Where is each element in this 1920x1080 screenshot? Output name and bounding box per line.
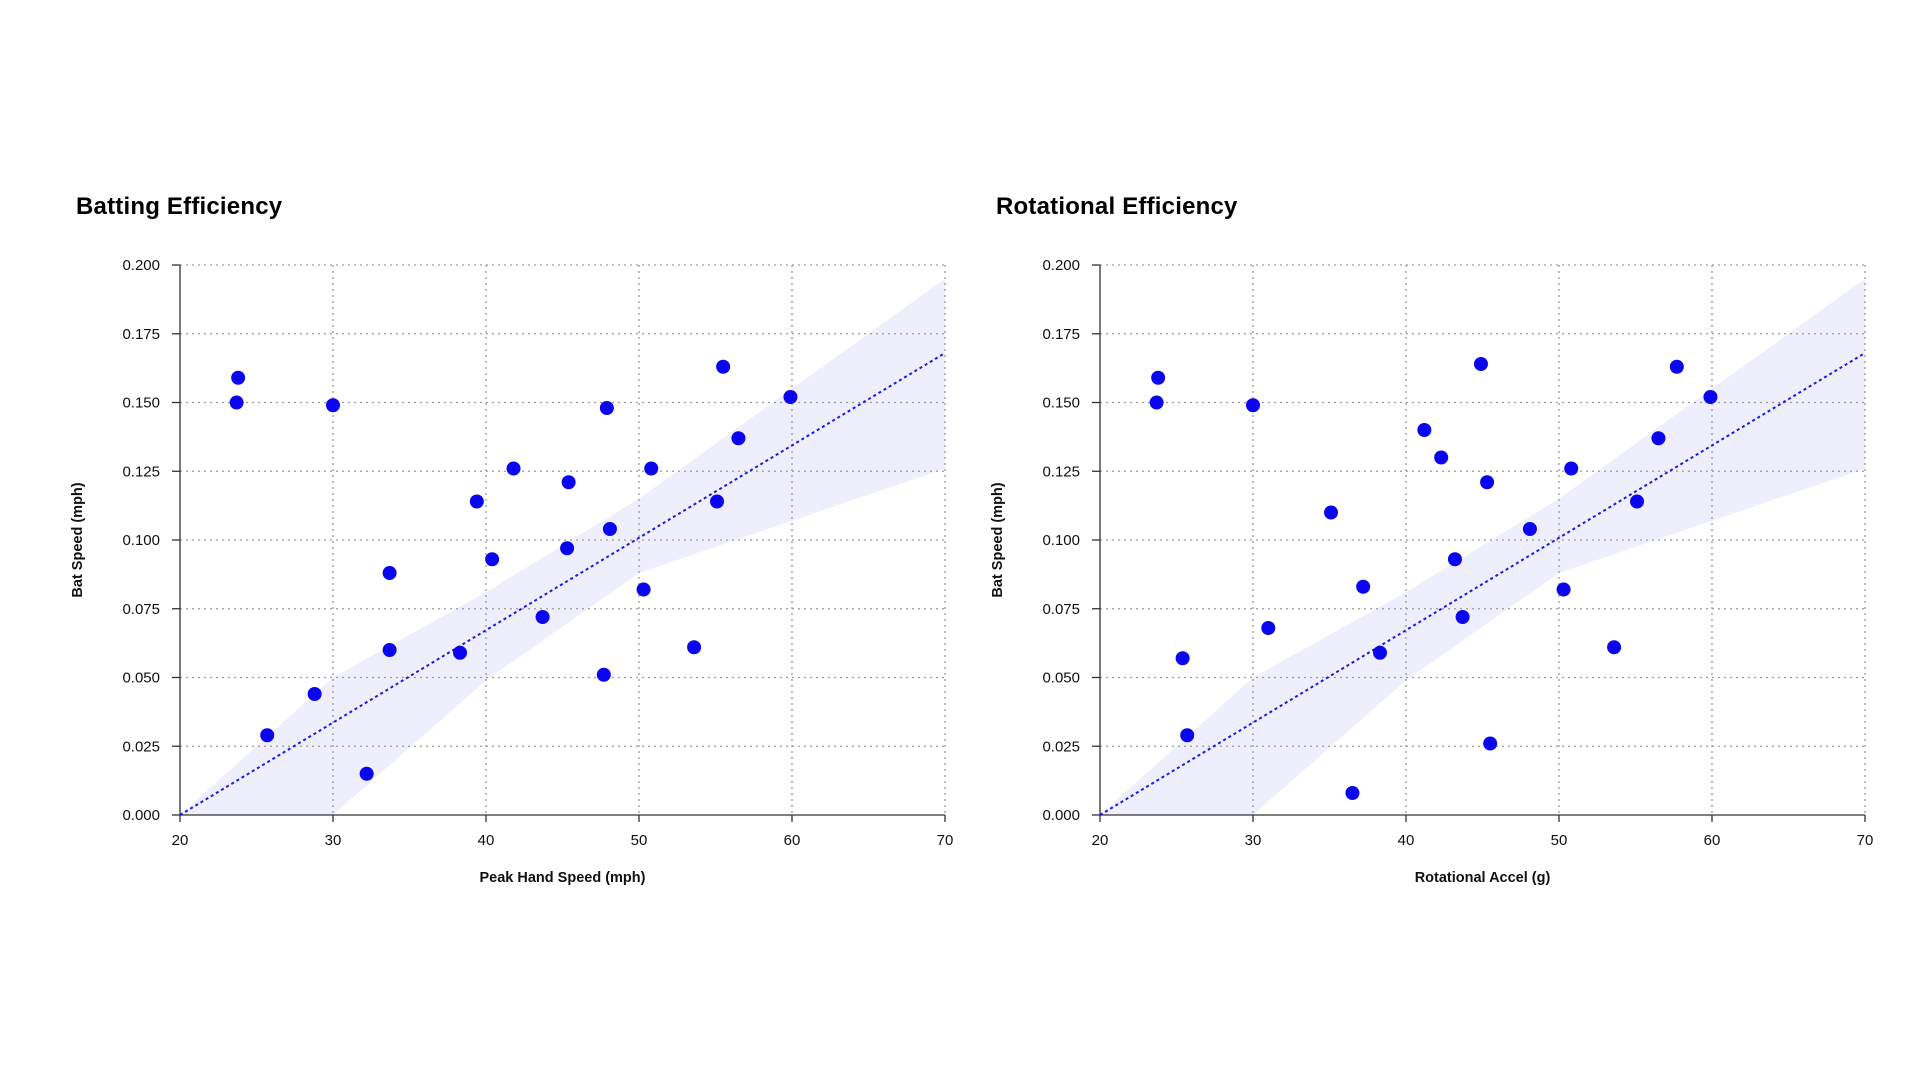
x-tick-label: 60: [1704, 832, 1721, 849]
data-point: [1151, 370, 1166, 385]
x-tick-label: 70: [1857, 832, 1874, 849]
data-point: [731, 431, 746, 446]
x-tick-label: 30: [325, 832, 342, 849]
rotational-efficiency-plot: 20 30 40 50 60 70 0.000 0.025 0.050 0.075 0.100 0.1…: [990, 257, 1874, 886]
data-point: [560, 541, 575, 556]
x-tick-label: 30: [1245, 832, 1262, 849]
y-tick-label: 0.200: [122, 257, 160, 274]
x-tick-label: 20: [172, 832, 189, 849]
confidence-band: [1100, 278, 1865, 815]
data-point: [229, 395, 244, 410]
data-point: [1246, 398, 1260, 413]
x-axis-label: Rotational Accel (g): [1415, 870, 1551, 886]
data-point: [1669, 359, 1684, 374]
data-point: [1607, 640, 1622, 655]
data-point: [710, 494, 725, 509]
data-point: [599, 401, 614, 415]
x-tick-label: 40: [1398, 832, 1415, 849]
y-tick-label: 0.150: [122, 395, 160, 412]
data-point: [1180, 728, 1195, 743]
data-point: [783, 390, 798, 404]
x-tick-label: 70: [937, 832, 954, 849]
data-point: [561, 475, 576, 490]
y-tick-label: 0.075: [1042, 601, 1080, 618]
data-point: [485, 552, 500, 567]
batting-efficiency-panel: Batting Efficiency 20 30 40 50 60 70 0.000 0.02…: [70, 180, 970, 900]
y-tick-label: 0.150: [1042, 395, 1080, 412]
data-point: [636, 582, 651, 597]
chart-title: Batting Efficiency: [76, 193, 283, 220]
y-tick-label: 0.025: [1042, 738, 1080, 755]
data-point: [1417, 423, 1432, 437]
rotational-efficiency-panel: Rotational Efficiency 20 30 40 50 60 70 0.000 0…: [990, 180, 1890, 900]
data-point: [452, 645, 467, 660]
data-point: [1564, 461, 1579, 476]
data-point: [469, 494, 484, 509]
chart-title: Rotational Efficiency: [996, 193, 1238, 220]
y-tick-label: 0.200: [1042, 257, 1080, 274]
data-point: [1483, 736, 1498, 751]
data-point: [1345, 786, 1360, 800]
data-point: [326, 398, 340, 413]
regression-line: [179, 352, 946, 816]
data-point: [1480, 475, 1495, 490]
data-point: [1556, 582, 1571, 597]
y-tick-label: 0.175: [1042, 326, 1080, 343]
y-axis-label: Bat Speed (mph): [990, 482, 1006, 597]
data-point: [535, 610, 550, 624]
x-axis-label: Peak Hand Speed (mph): [480, 870, 646, 886]
y-tick-label: 0.075: [122, 601, 160, 618]
y-tick-label: 0.025: [122, 738, 160, 755]
data-point: [382, 643, 397, 657]
data-point: [382, 566, 397, 580]
data-point: [1703, 390, 1718, 404]
data-point: [359, 766, 374, 781]
y-tick-label: 0.125: [1042, 463, 1080, 480]
data-point: [716, 359, 731, 374]
data-point: [1261, 621, 1276, 635]
data-point: [1455, 610, 1470, 624]
data-point: [602, 522, 617, 536]
data-point: [307, 687, 322, 701]
y-tick-label: 0.100: [122, 532, 160, 549]
data-point: [687, 640, 702, 655]
data-point: [1175, 651, 1190, 666]
x-tick-label: 20: [1092, 832, 1109, 849]
data-point: [1324, 505, 1339, 520]
y-tick-label: 0.175: [122, 326, 160, 343]
data-point: [1447, 552, 1462, 567]
x-tick-label: 40: [478, 832, 495, 849]
x-tick-label: 50: [1551, 832, 1568, 849]
data-point: [644, 461, 659, 476]
data-point: [1434, 450, 1449, 465]
data-point: [231, 370, 246, 385]
data-point: [1522, 522, 1537, 536]
y-tick-label: 0.050: [122, 670, 160, 687]
data-point: [260, 728, 275, 743]
data-point: [1149, 395, 1164, 410]
y-tick-label: 0.050: [1042, 670, 1080, 687]
y-tick-label: 0.000: [1042, 807, 1080, 824]
data-point: [1630, 494, 1645, 509]
data-point: [506, 461, 521, 476]
y-tick-label: 0.000: [122, 807, 160, 824]
batting-efficiency-plot: 20 30 40 50 60 70 0.000 0.025 0.050 0.075 0.100 0.1…: [70, 257, 954, 886]
data-point: [1372, 645, 1387, 660]
data-point: [596, 667, 611, 682]
regression-line: [1099, 352, 1866, 816]
data-point: [1651, 431, 1666, 446]
data-point: [1473, 357, 1488, 371]
y-tick-label: 0.125: [122, 463, 160, 480]
x-tick-label: 60: [784, 832, 801, 849]
y-axis-label: Bat Speed (mph): [70, 482, 86, 597]
x-tick-label: 50: [631, 832, 648, 849]
data-point: [1356, 579, 1371, 594]
y-tick-label: 0.100: [1042, 532, 1080, 549]
